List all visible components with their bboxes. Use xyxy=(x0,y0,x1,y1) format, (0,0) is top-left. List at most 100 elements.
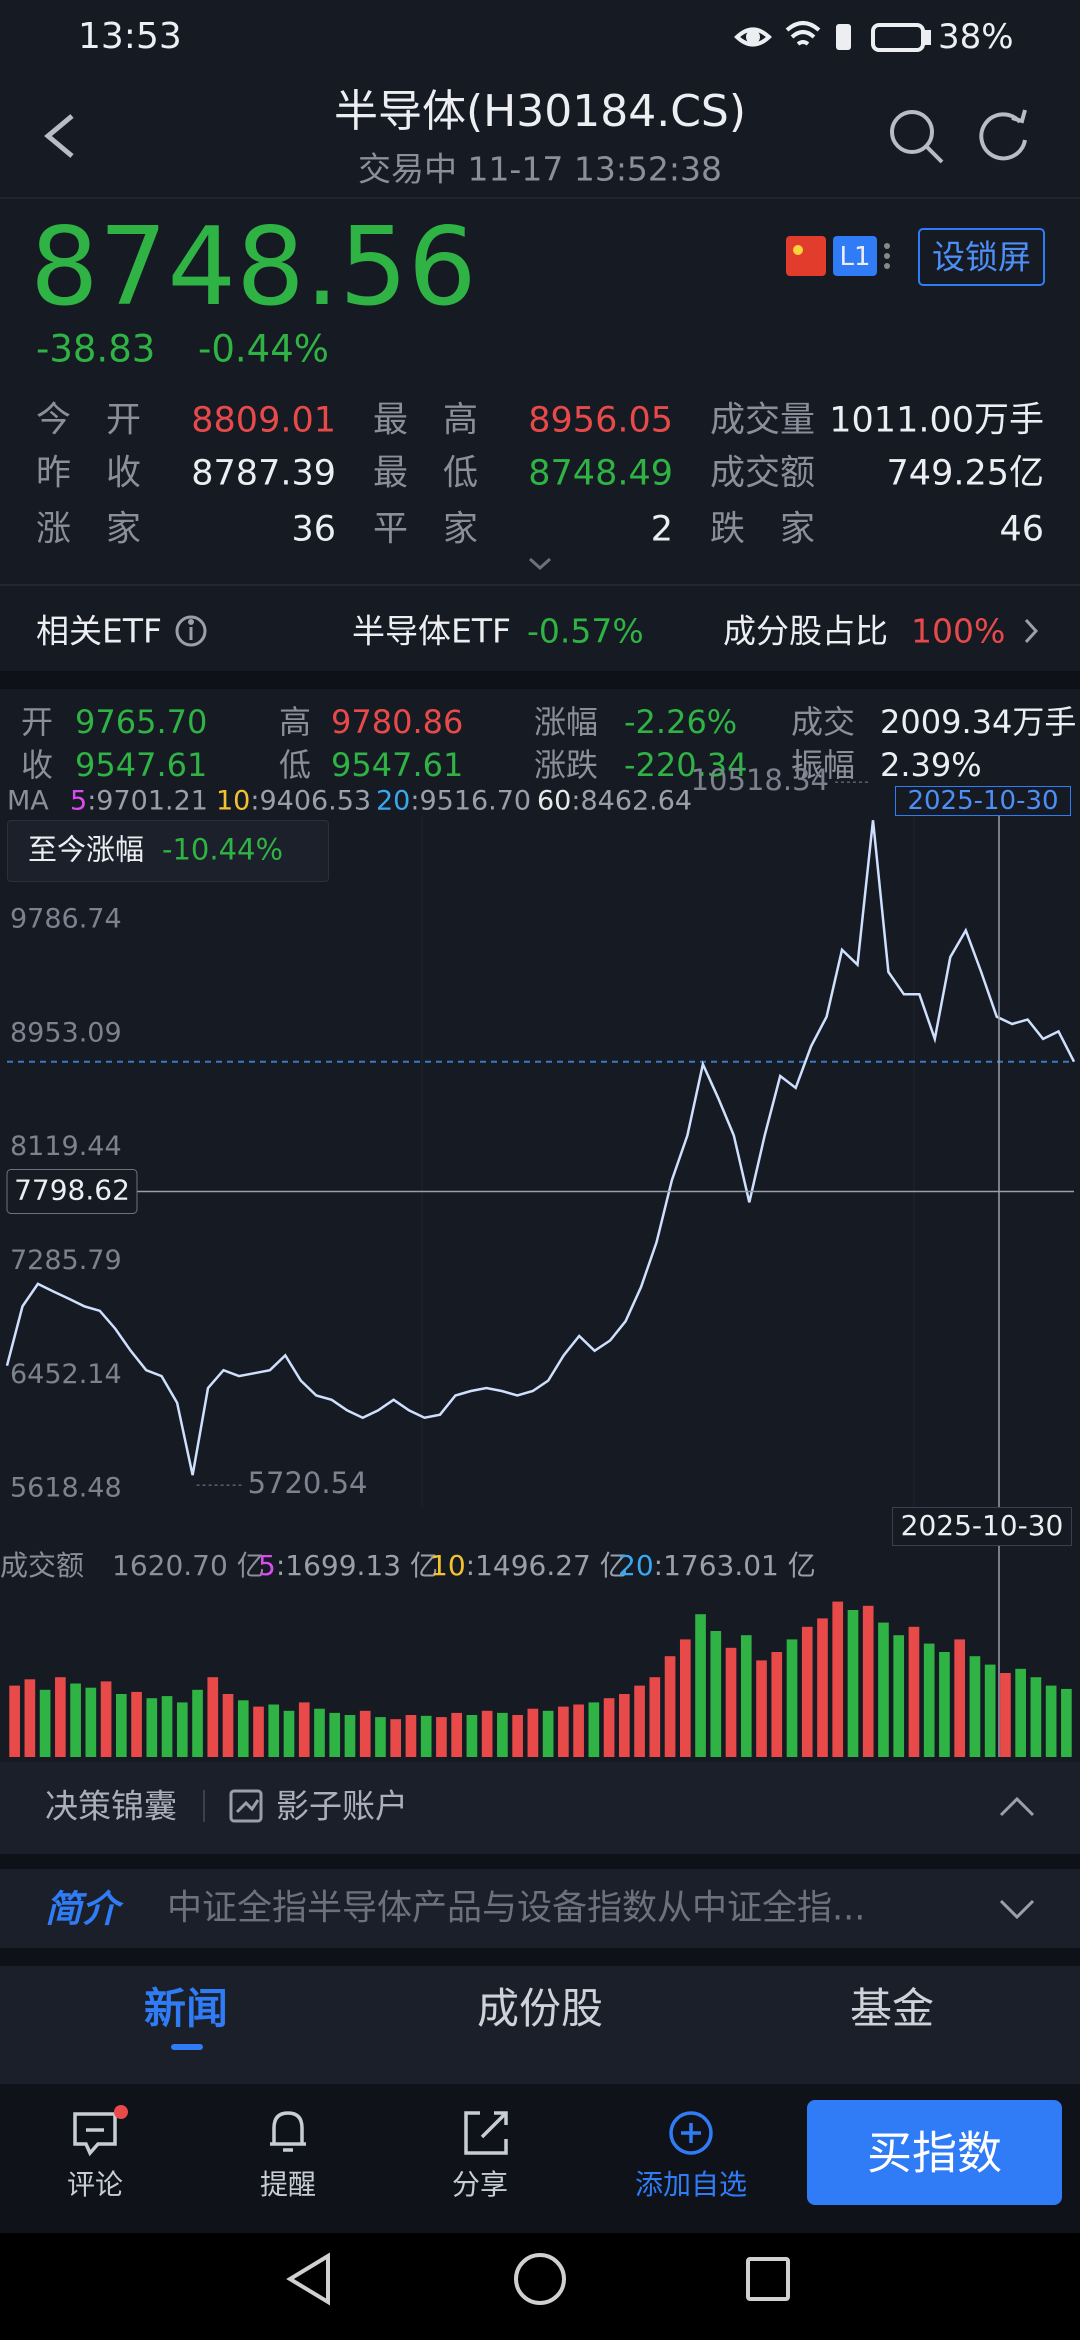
volume-bar xyxy=(756,1660,767,1757)
volume-bar xyxy=(984,1664,996,1757)
stat-value: 749.25亿 xyxy=(886,453,1044,494)
ma-item: 20:9516.70 xyxy=(376,788,531,815)
volume-bar xyxy=(649,1677,661,1757)
stat-label: 跌家 xyxy=(710,509,851,550)
ma-value: :1763.01 亿 xyxy=(653,1549,816,1582)
volume-ma-item: 10:1496.27 亿 xyxy=(430,1552,628,1580)
volume-bar xyxy=(1045,1685,1057,1757)
divider xyxy=(0,1854,1080,1869)
price-line xyxy=(5,820,1076,1476)
stat-label: 涨家 xyxy=(36,509,177,550)
volume-bar xyxy=(375,1717,386,1757)
volume-bar xyxy=(832,1601,844,1757)
volume-bar xyxy=(253,1706,264,1757)
stat-value: 46 xyxy=(999,509,1044,550)
since-label: 至今涨幅 xyxy=(28,832,145,867)
ma-period: 20 xyxy=(618,1549,654,1582)
stat-label: 最高 xyxy=(373,400,514,441)
stat-label: 昨收 xyxy=(36,453,177,494)
ma-period: 5 xyxy=(70,785,88,817)
ohlc-label: 涨幅 xyxy=(534,703,599,741)
ma-value: :9406.53 xyxy=(250,785,372,817)
volume-bar xyxy=(573,1704,584,1757)
volume-bar xyxy=(70,1683,81,1757)
volume-bar xyxy=(923,1643,935,1757)
ohlc-value: 9547.61 xyxy=(75,746,208,784)
nav-item[interactable]: 提醒 xyxy=(259,2168,316,2201)
volume-bar xyxy=(817,1618,828,1757)
volume-bar xyxy=(1030,1677,1042,1757)
ratio-label[interactable]: 成分股占比 xyxy=(723,611,888,651)
volume-bar xyxy=(1061,1688,1072,1757)
crosshair-box xyxy=(6,1168,138,1214)
volume-bar xyxy=(542,1710,554,1757)
ohlc-value: 9780.86 xyxy=(331,703,464,741)
y-tick-label: 9786.74 xyxy=(10,904,122,935)
nav-item[interactable]: 添加自选 xyxy=(634,2168,747,2201)
volume-bar xyxy=(725,1647,737,1757)
volume-bar xyxy=(710,1631,722,1757)
ohlc-value: 2009.34万手 xyxy=(880,703,1077,741)
status-time: 13:53 xyxy=(78,16,182,57)
stat-value: 1011.00万手 xyxy=(829,400,1044,441)
buy-label[interactable]: 买指数 xyxy=(866,2126,1002,2180)
volume-bar xyxy=(314,1708,325,1757)
intro-text[interactable]: 中证全指半导体产品与设备指数从中证全指... xyxy=(167,1888,866,1929)
stat-label: 成交额 xyxy=(710,453,816,494)
volume-bar xyxy=(512,1715,523,1757)
tab[interactable]: 成份股 xyxy=(476,1984,603,2033)
stat-value: 8809.01 xyxy=(191,400,336,441)
stat-value: 8956.05 xyxy=(528,400,673,441)
ma-period: 20 xyxy=(376,785,411,817)
volume-bar xyxy=(466,1715,478,1757)
tool-right[interactable]: 影子账户 xyxy=(276,1786,408,1826)
since-badge[interactable] xyxy=(7,820,329,882)
tool-separator xyxy=(203,1790,205,1822)
volume-bar xyxy=(908,1626,920,1757)
volume-bar xyxy=(1000,1673,1011,1757)
date-tag-box xyxy=(895,786,1071,816)
ohlc-value: -220.34 xyxy=(624,746,748,784)
price-change-pct: -0.44% xyxy=(198,327,329,371)
page-title: 半导体(H30184.CS) xyxy=(333,86,747,137)
ohlc-label: 低 xyxy=(279,746,312,784)
divider xyxy=(0,671,1080,689)
volume-bar xyxy=(115,1694,127,1757)
stat-label: 最低 xyxy=(373,453,514,494)
volume-bar xyxy=(695,1614,706,1757)
volume-bar xyxy=(344,1715,356,1757)
date-tag: 2025-10-30 xyxy=(907,786,1059,816)
lock-button[interactable]: 设锁屏 xyxy=(932,237,1031,277)
etf-name[interactable]: 半导体ETF xyxy=(352,611,511,651)
price-change: -38.83 xyxy=(36,327,156,371)
volume-bar xyxy=(619,1694,630,1757)
nav-item[interactable]: 评论 xyxy=(66,2168,123,2201)
nav-item[interactable]: 分享 xyxy=(451,2168,508,2201)
volume-bar xyxy=(268,1704,280,1757)
volume-bar xyxy=(390,1719,402,1757)
level-badge[interactable]: L1 xyxy=(839,242,871,272)
volume-bar xyxy=(192,1689,203,1757)
ma-value: :1699.13 亿 xyxy=(275,1549,438,1582)
volume-bar xyxy=(161,1696,173,1757)
ohlc-value: 9765.70 xyxy=(75,703,208,741)
tab[interactable]: 新闻 xyxy=(143,1984,228,2033)
ma-period: 60 xyxy=(537,785,572,817)
ohlc-label: 收 xyxy=(21,746,54,784)
separator xyxy=(0,197,1080,199)
ma-value: :8462.64 xyxy=(571,785,693,817)
ohlc-label: 振幅 xyxy=(791,746,856,784)
volume-bar xyxy=(603,1698,615,1757)
tool-left[interactable]: 决策锦囊 xyxy=(45,1786,177,1826)
volume-bar xyxy=(85,1687,97,1757)
tab-bar xyxy=(0,1966,1080,2084)
y-tick-label: 5618.48 xyxy=(10,1473,122,1504)
volume-bar xyxy=(664,1656,676,1757)
volume-bar xyxy=(740,1635,752,1757)
volume-bar xyxy=(481,1710,493,1757)
volume-label: 成交额 xyxy=(0,1549,85,1582)
ohlc-value: 2.39% xyxy=(880,746,982,784)
ohlc-label: 成交 xyxy=(791,703,856,741)
intro-label: 简介 xyxy=(45,1887,119,1931)
tab[interactable]: 基金 xyxy=(849,1984,934,2033)
